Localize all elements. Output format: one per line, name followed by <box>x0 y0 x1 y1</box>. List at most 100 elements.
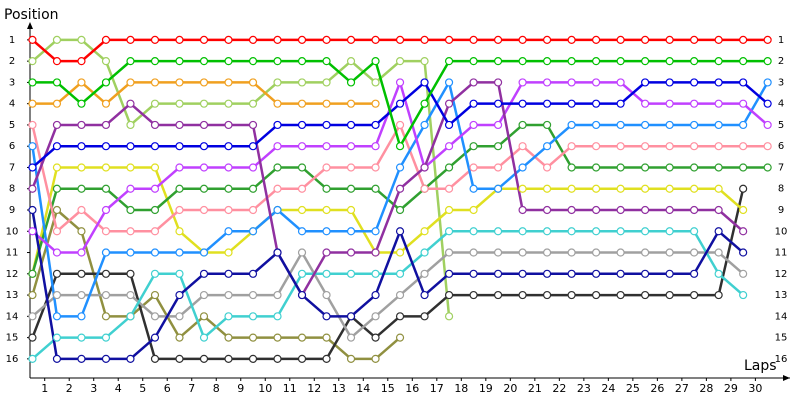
y-tick-label: 10 <box>6 226 19 237</box>
lap-marker <box>518 269 527 278</box>
lap-marker <box>542 248 552 257</box>
lap-marker <box>297 99 307 108</box>
lap-marker <box>493 184 503 193</box>
lap-marker <box>371 184 380 193</box>
lap-marker <box>592 35 601 44</box>
lap-marker <box>322 354 331 363</box>
lap-marker <box>493 163 503 172</box>
lap-marker <box>518 120 527 130</box>
lap-marker <box>567 78 576 87</box>
lap-marker <box>567 290 576 300</box>
lap-marker <box>248 184 258 193</box>
lap-marker <box>101 312 111 321</box>
lap-marker <box>322 99 331 108</box>
lap-marker <box>28 142 37 151</box>
lap-marker <box>273 57 282 66</box>
lap-marker <box>248 290 258 300</box>
lap-marker <box>763 57 772 66</box>
lap-marker <box>52 78 62 87</box>
lap-marker <box>641 205 650 215</box>
lap-marker <box>739 227 748 236</box>
lap-marker <box>346 78 356 87</box>
lap-marker <box>518 78 527 87</box>
lap-marker <box>77 248 86 257</box>
x-tick-label: 9 <box>237 382 244 395</box>
lap-marker <box>248 205 258 215</box>
lap-marker <box>518 57 527 66</box>
lap-marker <box>592 184 601 193</box>
x-tick-label: 2 <box>66 382 73 395</box>
lap-marker <box>518 35 527 44</box>
lap-marker <box>665 184 674 193</box>
lap-marker <box>542 205 552 215</box>
lap-marker <box>518 99 527 108</box>
lap-marker <box>52 184 62 193</box>
lap-marker <box>273 163 282 172</box>
y-tick-label: 6 <box>9 141 15 152</box>
lap-marker <box>714 142 723 151</box>
lap-marker <box>126 312 135 321</box>
lap-marker <box>395 184 405 193</box>
lap-marker <box>175 78 184 87</box>
lap-marker <box>101 227 111 236</box>
lap-marker <box>763 142 772 151</box>
lap-marker <box>322 227 331 236</box>
lap-marker <box>616 248 625 257</box>
lap-marker <box>420 227 429 236</box>
x-tick-label: 26 <box>650 382 664 395</box>
lap-marker <box>444 269 454 278</box>
lap-marker <box>714 99 723 108</box>
lap-marker <box>322 184 331 193</box>
lap-marker <box>224 290 233 300</box>
lap-marker <box>224 333 233 342</box>
lap-marker <box>126 163 135 172</box>
lap-marker <box>126 227 135 236</box>
lap-marker <box>690 184 699 193</box>
series-line <box>31 123 768 233</box>
lap-marker <box>763 120 772 130</box>
lap-marker <box>224 312 233 321</box>
lap-marker <box>592 269 601 278</box>
lap-marker <box>469 248 478 257</box>
lap-marker <box>199 78 209 87</box>
lap-marker <box>199 269 209 278</box>
lap-marker <box>739 35 748 44</box>
lap-marker <box>469 205 478 215</box>
lap-marker <box>297 57 307 66</box>
lap-marker <box>52 333 62 342</box>
lap-marker <box>273 99 282 108</box>
lap-marker <box>518 227 527 236</box>
lap-marker <box>101 248 111 257</box>
lap-marker <box>690 205 699 215</box>
lap-marker <box>395 163 405 172</box>
lap-marker <box>77 120 86 130</box>
lap-marker <box>690 120 699 130</box>
lap-marker <box>150 35 160 44</box>
lap-marker <box>346 184 356 193</box>
lap-marker <box>371 78 380 87</box>
lap-marker <box>322 57 331 66</box>
y-tick-label-right: 10 <box>775 226 788 237</box>
lap-marker <box>224 142 233 151</box>
lap-marker <box>101 142 111 151</box>
lap-marker <box>641 78 650 87</box>
lap-marker <box>444 290 454 300</box>
lap-marker <box>518 205 527 215</box>
lap-marker <box>665 205 674 215</box>
lap-marker <box>641 290 650 300</box>
lap-marker <box>641 35 650 44</box>
lap-marker <box>175 205 184 215</box>
lap-marker <box>224 57 233 66</box>
lap-marker <box>444 142 454 151</box>
lap-marker <box>518 163 527 172</box>
lap-marker <box>395 205 405 215</box>
lap-marker <box>199 312 209 321</box>
x-tick-label: 15 <box>381 382 395 395</box>
lap-marker <box>616 142 625 151</box>
lap-marker <box>224 354 233 363</box>
lap-marker <box>714 35 723 44</box>
lap-marker <box>297 248 307 257</box>
lap-marker <box>28 205 37 215</box>
y-tick-label-right: 6 <box>778 141 784 152</box>
lap-marker <box>444 184 454 193</box>
